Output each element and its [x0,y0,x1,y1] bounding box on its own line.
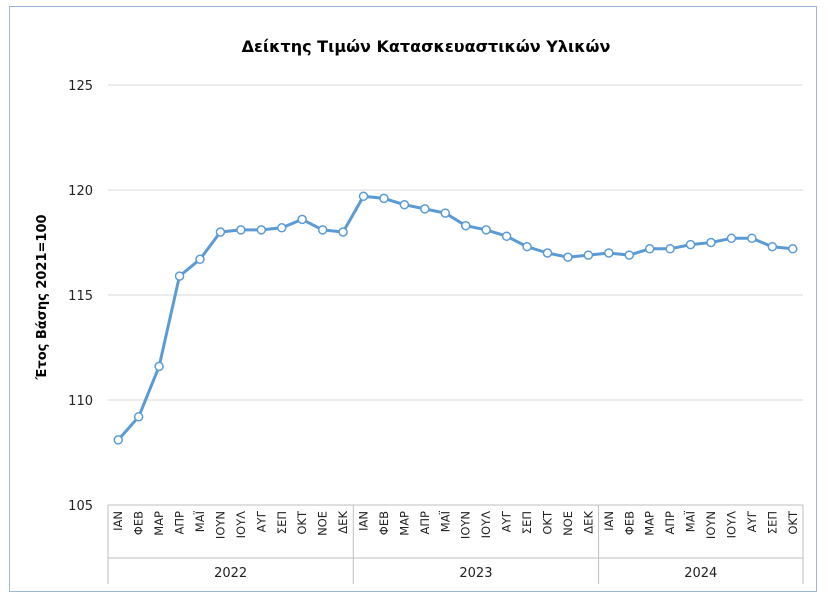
data-point [685,239,696,250]
data-point [665,244,675,254]
x-tick-label: ΑΥΓ [745,510,759,532]
x-tick-label: ΜΑΡ [152,511,166,536]
chart-frame: Δείκτης Τιμών Κατασκευαστικών Υλικών Έτο… [9,6,817,592]
line-chart: Δείκτης Τιμών Κατασκευαστικών Υλικών Έτο… [35,37,804,584]
x-tick-label: ΑΥΓ [254,510,268,532]
data-point [542,248,553,258]
x-tick-label: ΑΥΓ [500,510,514,532]
data-point [747,233,757,244]
y-tick-label: 120 [68,184,93,199]
data-point [215,227,226,237]
x-tick-label: ΜΑΪ [437,510,452,532]
x-tick-label: ΙΟΥΝ [704,511,718,539]
y-tick-label: 125 [68,79,93,94]
data-point [113,435,123,445]
x-tick-label: ΔΕΚ [581,511,595,534]
x-tick-label: ΙΑΝ [602,511,616,531]
y-axis-label: Έτος Βάσης 2021=100 [35,214,50,380]
data-point [522,241,532,252]
year-label: 2023 [459,566,492,581]
y-tick-label: 110 [68,394,93,409]
data-point [767,241,778,252]
x-tick-label: ΟΚΤ [786,510,800,535]
x-tick-label: ΦΕΒ [622,511,636,535]
x-tick-label: ΙΑΝ [357,511,371,531]
data-point [379,193,389,204]
data-point [624,250,634,260]
x-tick-label: ΟΚΤ [295,510,309,535]
data-point [726,233,737,244]
series-line [117,194,793,441]
data-point [317,225,328,235]
data-point [338,227,348,237]
data-point [174,271,185,281]
data-point [133,412,144,422]
year-label: 2024 [684,566,717,581]
y-tick-label: 105 [68,499,93,514]
data-point [399,199,410,210]
x-tick-label: ΣΕΠ [765,511,779,534]
x-tick-label: ΦΕΒ [377,511,391,535]
gridlines [108,84,803,506]
data-point [583,250,594,260]
x-tick-label: ΑΠΡ [173,511,187,535]
x-tick-label: ΦΕΒ [132,511,146,535]
x-tick-label: ΜΑΡ [397,511,411,536]
data-point [256,225,267,235]
plot-area [113,191,798,445]
data-point [563,252,573,262]
data-point [420,204,430,214]
x-tick-label: ΔΕΚ [336,511,350,534]
x-tick-label: ΙΟΥΛ [724,511,738,538]
y-tick-labels: 105 110 115 120 125 [68,79,93,514]
x-axis: ΙΑΝ ΦΕΒ ΜΑΡ ΑΠΡ ΜΑΪ ΙΟΥΝ ΙΟΥΛ ΑΥΓ ΣΕΠ ΟΚΤ ΝΟΕ ΔΕΚ ΙΑ… [107,504,804,584]
data-point [277,223,287,233]
x-tick-label: ΙΟΥΝ [213,511,227,539]
x-tick-label: ΑΠΡ [663,511,677,535]
x-tick-label: ΙΟΥΝ [459,511,473,539]
data-point [788,244,798,254]
x-tick-label: ΣΕΠ [520,511,534,534]
x-tick-label: ΝΟΕ [561,511,575,536]
x-tick-label: ΙΑΝ [111,511,125,531]
x-tick-label: ΜΑΪ [192,510,207,532]
chart-title: Δείκτης Τιμών Κατασκευαστικών Υλικών [242,37,611,56]
data-point [481,225,491,235]
data-point [297,214,307,225]
data-point [604,248,614,258]
x-tick-label: ΜΑΡ [643,511,657,536]
x-tick-label: ΜΑΪ [683,510,698,532]
x-tick-label: ΙΟΥΛ [479,511,493,538]
x-tick-label: ΝΟΕ [316,511,330,536]
data-point [706,237,716,248]
data-point [154,361,164,372]
data-point [460,220,471,231]
x-tick-label: ΙΟΥΛ [234,511,248,538]
data-point [195,254,205,265]
data-point [440,208,451,218]
x-tick-label: ΣΕΠ [275,511,289,534]
data-point [644,244,655,254]
data-point [501,231,512,241]
y-tick-label: 115 [68,289,93,304]
data-point [236,225,246,235]
year-label: 2022 [214,566,247,581]
x-tick-label: ΟΚΤ [540,510,554,535]
data-point [358,191,369,202]
x-tick-label: ΑΠΡ [418,511,432,535]
